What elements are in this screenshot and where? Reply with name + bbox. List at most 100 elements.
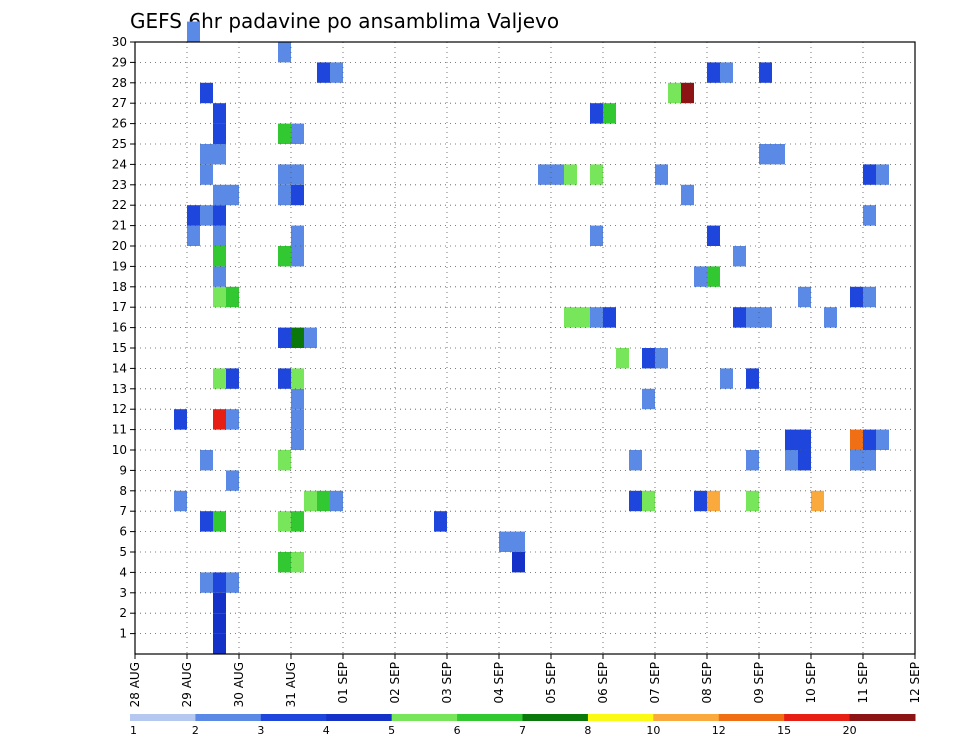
heatmap-cell bbox=[603, 307, 616, 328]
y-tick-label: 4 bbox=[119, 565, 127, 579]
y-tick-label: 23 bbox=[112, 178, 127, 192]
x-tick-label: 11 SEP bbox=[856, 662, 870, 704]
heatmap-cell bbox=[291, 511, 304, 532]
y-tick-label: 26 bbox=[112, 117, 127, 131]
colorbar-label: 3 bbox=[257, 724, 264, 737]
heatmap-cell bbox=[512, 531, 525, 552]
colorbar-label: 8 bbox=[584, 724, 591, 737]
x-tick-label: 01 SEP bbox=[336, 662, 350, 704]
colorbar-label: 12 bbox=[712, 724, 726, 737]
heatmap-cell bbox=[200, 450, 213, 471]
heatmap-cell bbox=[759, 144, 772, 165]
heatmap-cell bbox=[434, 511, 447, 532]
heatmap-cell bbox=[590, 164, 603, 185]
heatmap-cell bbox=[681, 82, 694, 104]
heatmap-cell bbox=[213, 368, 226, 389]
y-tick-label: 22 bbox=[112, 198, 127, 212]
colorbar-label: 7 bbox=[519, 724, 526, 737]
colorbar-label: 4 bbox=[323, 724, 330, 737]
y-tick-label: 2 bbox=[119, 606, 127, 620]
heatmap-cell bbox=[798, 286, 811, 308]
heatmap-cell bbox=[174, 409, 187, 430]
heatmap-cell bbox=[798, 450, 811, 471]
x-tick-label: 02 SEP bbox=[388, 662, 402, 704]
x-tick-label: 10 SEP bbox=[804, 662, 818, 704]
heatmap-cell bbox=[694, 266, 707, 287]
heatmap-cell bbox=[785, 450, 798, 471]
heatmap-cell bbox=[291, 429, 304, 450]
heatmap-cell bbox=[291, 552, 304, 573]
y-tick-label: 6 bbox=[119, 525, 127, 539]
heatmap-cell bbox=[785, 429, 798, 450]
y-tick-label: 28 bbox=[112, 76, 127, 90]
heatmap-cell bbox=[707, 266, 720, 287]
heatmap-cell bbox=[850, 450, 863, 471]
heatmap-cell bbox=[512, 552, 525, 573]
heatmap-cell bbox=[291, 225, 304, 246]
heatmap-cell bbox=[746, 307, 759, 328]
heatmap-cell bbox=[317, 490, 330, 512]
heatmap-cell bbox=[213, 225, 226, 246]
colorbar-segment bbox=[391, 714, 458, 721]
y-tick-label: 29 bbox=[112, 55, 127, 69]
heatmap-cell bbox=[863, 429, 876, 450]
heatmap-cell bbox=[200, 572, 213, 593]
heatmap-cell bbox=[811, 490, 824, 512]
heatmap-cell bbox=[278, 123, 291, 144]
x-tick-label: 29 AUG bbox=[180, 662, 194, 707]
colorbar-segment bbox=[653, 714, 720, 721]
heatmap-cell bbox=[538, 164, 551, 185]
heatmap-cell bbox=[759, 62, 772, 83]
x-tick-label: 07 SEP bbox=[648, 662, 662, 704]
colorbar-segment bbox=[326, 714, 393, 721]
heatmap-cell bbox=[213, 511, 226, 532]
y-tick-label: 19 bbox=[112, 259, 127, 273]
heatmap-cell bbox=[746, 368, 759, 389]
heatmap-cell bbox=[876, 429, 889, 450]
heatmap-cell bbox=[226, 470, 239, 491]
x-tick-label: 03 SEP bbox=[440, 662, 454, 704]
heatmap-cell bbox=[200, 164, 213, 185]
heatmap-cell bbox=[213, 123, 226, 144]
heatmap-cell bbox=[603, 103, 616, 124]
heatmap-cell bbox=[304, 327, 317, 348]
y-tick-label: 1 bbox=[119, 627, 127, 641]
heatmap-cell bbox=[291, 123, 304, 144]
grid-lines bbox=[135, 42, 915, 654]
heatmap-cell bbox=[291, 368, 304, 389]
heatmap-cell bbox=[213, 184, 226, 206]
heatmap-cell bbox=[278, 511, 291, 532]
heatmap-cell bbox=[278, 184, 291, 206]
heatmap-cell bbox=[746, 490, 759, 512]
colorbar-segment bbox=[130, 714, 196, 721]
heatmap-cell bbox=[759, 307, 772, 328]
heatmap-cell bbox=[304, 490, 317, 512]
colorbar-label: 6 bbox=[454, 724, 461, 737]
heatmap-cell bbox=[187, 21, 200, 42]
heatmap-cell bbox=[499, 531, 512, 552]
heatmap-cell bbox=[278, 327, 291, 348]
colorbar-segment bbox=[260, 714, 327, 721]
colorbar-label: 1 bbox=[130, 724, 137, 737]
y-tick-label: 21 bbox=[112, 219, 127, 233]
heatmap-cell bbox=[629, 450, 642, 471]
heatmap-cell bbox=[200, 144, 213, 165]
heatmap-cell bbox=[213, 613, 226, 634]
heatmap-cell bbox=[278, 368, 291, 389]
heatmap-cell bbox=[746, 450, 759, 471]
y-tick-label: 9 bbox=[119, 463, 127, 477]
heatmap-cell bbox=[642, 348, 655, 369]
colorbar-segment bbox=[718, 714, 785, 721]
heatmap-cell bbox=[174, 490, 187, 512]
heatmap-cells bbox=[174, 21, 889, 654]
heatmap-cell bbox=[291, 246, 304, 267]
heatmap-cell bbox=[564, 164, 577, 185]
heatmap-cell bbox=[590, 103, 603, 124]
heatmap-cell bbox=[655, 348, 668, 369]
y-tick-label: 12 bbox=[112, 402, 127, 416]
heatmap-cell bbox=[616, 348, 629, 369]
y-tick-label: 3 bbox=[119, 586, 127, 600]
heatmap-cell bbox=[226, 368, 239, 389]
heatmap-cell bbox=[278, 164, 291, 185]
x-tick-label: 09 SEP bbox=[752, 662, 766, 704]
